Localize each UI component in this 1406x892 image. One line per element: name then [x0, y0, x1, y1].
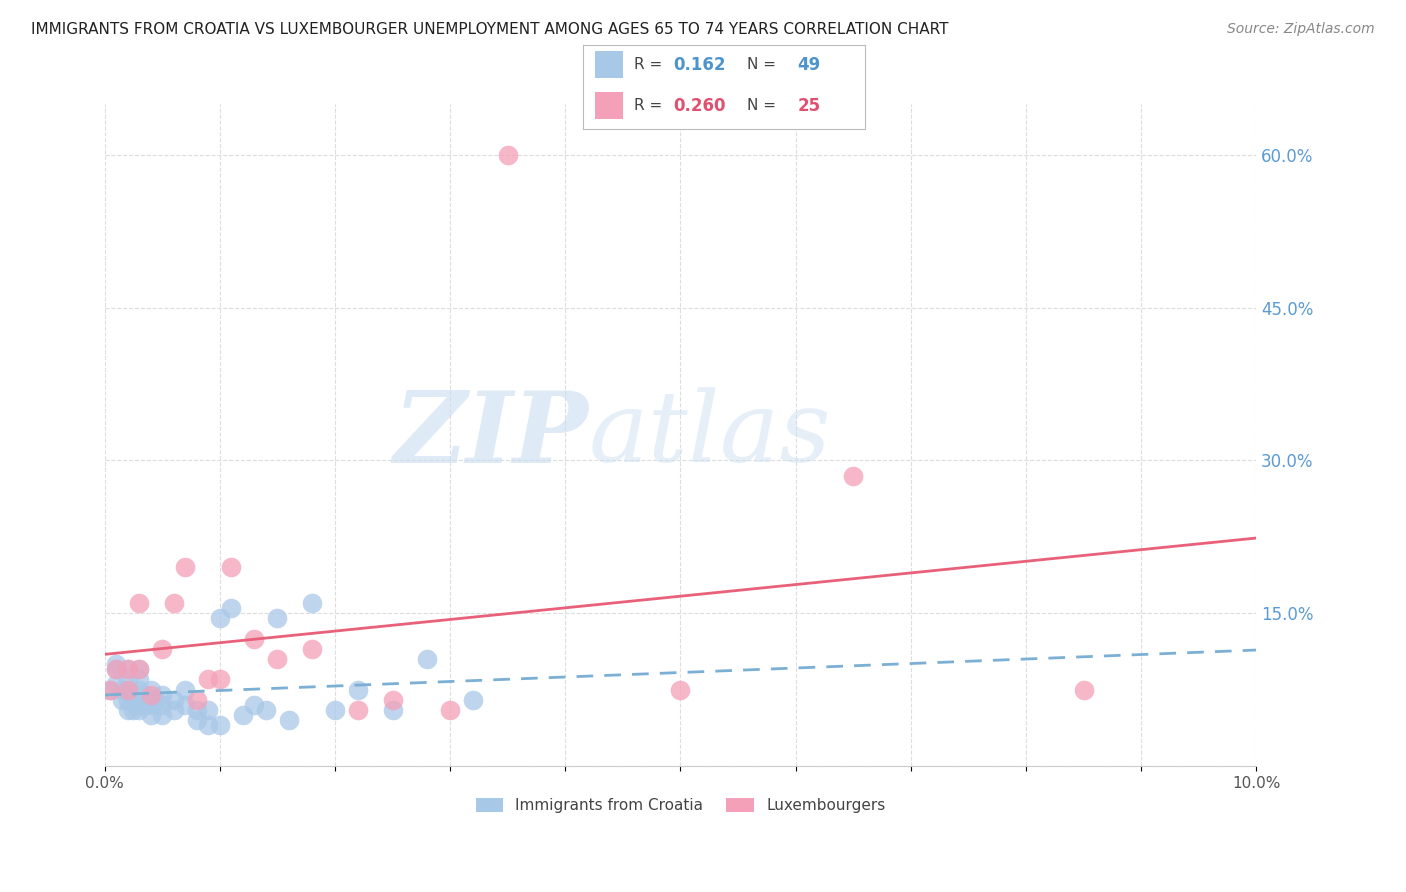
Point [186, 692, 208, 706]
Point [150, 698, 173, 712]
Bar [595, 92, 623, 120]
Point [347, 703, 370, 717]
Point [134, 698, 156, 712]
Text: 25: 25 [797, 96, 820, 114]
Point [323, 703, 346, 717]
Point [163, 703, 186, 717]
Point [301, 596, 323, 610]
Point [463, 692, 485, 706]
Point [117, 682, 139, 697]
Point [145, 692, 167, 706]
Point [100, 682, 122, 697]
Point [139, 682, 162, 697]
Point [122, 692, 145, 706]
Point [128, 682, 150, 697]
Point [266, 611, 288, 625]
Point [232, 708, 254, 723]
Text: N =: N = [747, 98, 780, 113]
Bar [595, 52, 623, 78]
Point [1073, 682, 1095, 697]
Point [439, 703, 461, 717]
Point [128, 596, 150, 610]
Point [117, 682, 139, 697]
Point [128, 662, 150, 676]
Point [117, 662, 139, 676]
Text: atlas: atlas [588, 387, 831, 483]
Point [278, 713, 301, 727]
Text: Source: ZipAtlas.com: Source: ZipAtlas.com [1227, 22, 1375, 37]
Point [416, 652, 439, 666]
Point [208, 611, 231, 625]
Point [163, 692, 186, 706]
Point [669, 682, 692, 697]
Point [381, 692, 404, 706]
Point [134, 688, 156, 702]
Point [174, 698, 197, 712]
Point [496, 148, 519, 162]
Point [111, 692, 134, 706]
Point [150, 708, 173, 723]
Point [197, 718, 219, 732]
Point [221, 601, 243, 615]
Point [117, 692, 139, 706]
Point [117, 703, 139, 717]
Point [122, 703, 145, 717]
Point [150, 641, 173, 656]
Point [842, 468, 865, 483]
Text: 49: 49 [797, 56, 821, 74]
Point [174, 560, 197, 574]
Point [139, 708, 162, 723]
Point [117, 662, 139, 676]
Point [100, 682, 122, 697]
Point [128, 703, 150, 717]
Legend: Immigrants from Croatia, Luxembourgers: Immigrants from Croatia, Luxembourgers [468, 790, 893, 822]
Point [117, 673, 139, 687]
Point [254, 703, 277, 717]
Point [105, 662, 128, 676]
Text: N =: N = [747, 57, 780, 72]
Point [174, 682, 197, 697]
Text: ZIP: ZIP [394, 387, 588, 483]
Point [186, 703, 208, 717]
Point [221, 560, 243, 574]
Point [243, 632, 266, 646]
Point [128, 662, 150, 676]
Point [150, 688, 173, 702]
Point [243, 698, 266, 712]
Text: 0.260: 0.260 [673, 96, 725, 114]
Point [381, 703, 404, 717]
Text: IMMIGRANTS FROM CROATIA VS LUXEMBOURGER UNEMPLOYMENT AMONG AGES 65 TO 74 YEARS C: IMMIGRANTS FROM CROATIA VS LUXEMBOURGER … [31, 22, 949, 37]
Point [208, 673, 231, 687]
Point [105, 662, 128, 676]
Point [197, 673, 219, 687]
Point [105, 657, 128, 671]
Point [197, 703, 219, 717]
Text: R =: R = [634, 98, 668, 113]
Point [163, 596, 186, 610]
Point [301, 641, 323, 656]
Point [111, 682, 134, 697]
Point [139, 698, 162, 712]
Point [266, 652, 288, 666]
Point [128, 692, 150, 706]
Point [139, 688, 162, 702]
Text: R =: R = [634, 57, 668, 72]
Point [208, 718, 231, 732]
Point [105, 677, 128, 691]
Point [347, 682, 370, 697]
Text: 0.162: 0.162 [673, 56, 725, 74]
Point [186, 713, 208, 727]
Point [128, 673, 150, 687]
